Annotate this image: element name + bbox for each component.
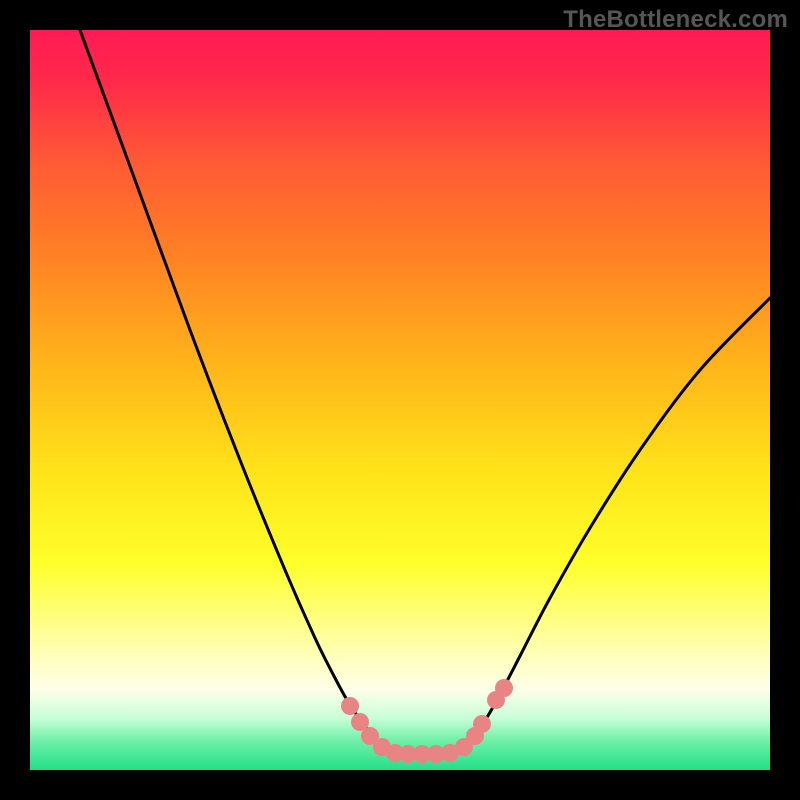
curve-path bbox=[80, 30, 770, 754]
plot-area bbox=[30, 30, 770, 770]
curve-marker bbox=[473, 715, 491, 733]
curve-marker bbox=[495, 679, 513, 697]
watermark-text: TheBottleneck.com bbox=[563, 6, 788, 34]
bottleneck-curve bbox=[30, 30, 770, 770]
curve-markers bbox=[341, 679, 513, 763]
curve-marker bbox=[341, 697, 359, 715]
outer-frame: TheBottleneck.com bbox=[0, 0, 800, 800]
